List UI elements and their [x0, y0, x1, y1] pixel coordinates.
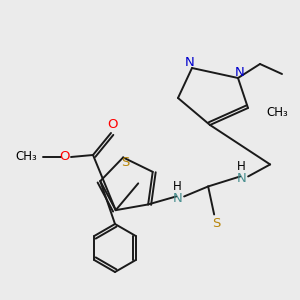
Text: S: S	[121, 156, 129, 169]
Text: H: H	[173, 180, 182, 193]
Text: H: H	[237, 160, 245, 173]
Text: O: O	[60, 151, 70, 164]
Text: N: N	[185, 56, 195, 68]
Text: O: O	[108, 118, 118, 131]
Text: S: S	[212, 217, 220, 230]
Text: N: N	[236, 172, 246, 185]
Text: CH₃: CH₃	[15, 151, 37, 164]
Text: N: N	[172, 192, 182, 205]
Text: N: N	[235, 65, 245, 79]
Text: CH₃: CH₃	[266, 106, 288, 119]
